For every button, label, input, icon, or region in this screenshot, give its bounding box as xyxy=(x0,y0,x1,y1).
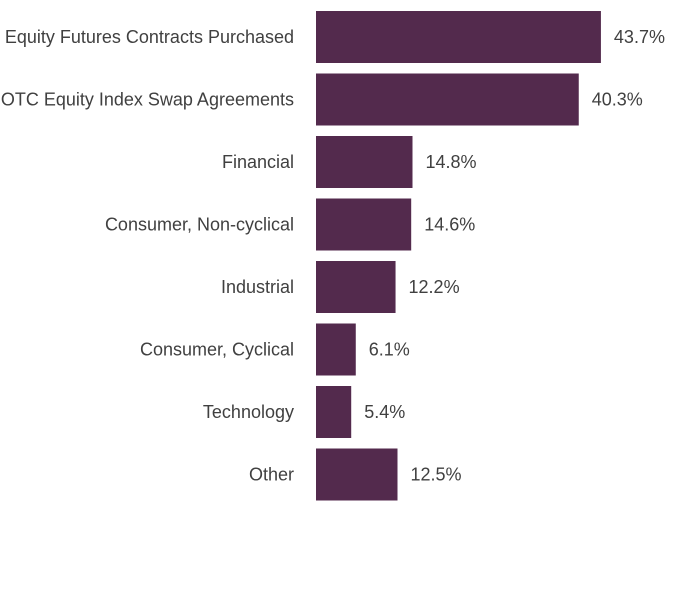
value-label-3: 14.6% xyxy=(424,215,475,235)
value-label-6: 5.4% xyxy=(364,402,405,422)
bar-0 xyxy=(316,11,601,63)
value-label-2: 14.8% xyxy=(425,152,476,172)
category-label-2: Financial xyxy=(222,152,294,172)
bar-7 xyxy=(316,448,398,501)
bar-1 xyxy=(316,73,579,126)
category-label-5: Consumer, Cyclical xyxy=(140,340,294,360)
value-label-0: 43.7% xyxy=(614,27,665,47)
value-label-5: 6.1% xyxy=(369,340,410,360)
bar-4 xyxy=(316,261,396,313)
value-label-7: 12.5% xyxy=(411,465,462,485)
value-label-4: 12.2% xyxy=(409,277,460,297)
category-label-7: Other xyxy=(249,465,294,485)
category-label-1: OTC Equity Index Swap Agreements xyxy=(1,90,294,110)
category-label-6: Technology xyxy=(203,402,294,422)
category-label-0: Equity Futures Contracts Purchased xyxy=(5,27,294,47)
bar-6 xyxy=(316,386,352,438)
value-label-1: 40.3% xyxy=(592,90,643,110)
bar-3 xyxy=(316,198,412,251)
bar-5 xyxy=(316,323,356,376)
category-label-4: Industrial xyxy=(221,277,294,297)
bar-2 xyxy=(316,136,413,188)
category-label-3: Consumer, Non-cyclical xyxy=(105,215,294,235)
